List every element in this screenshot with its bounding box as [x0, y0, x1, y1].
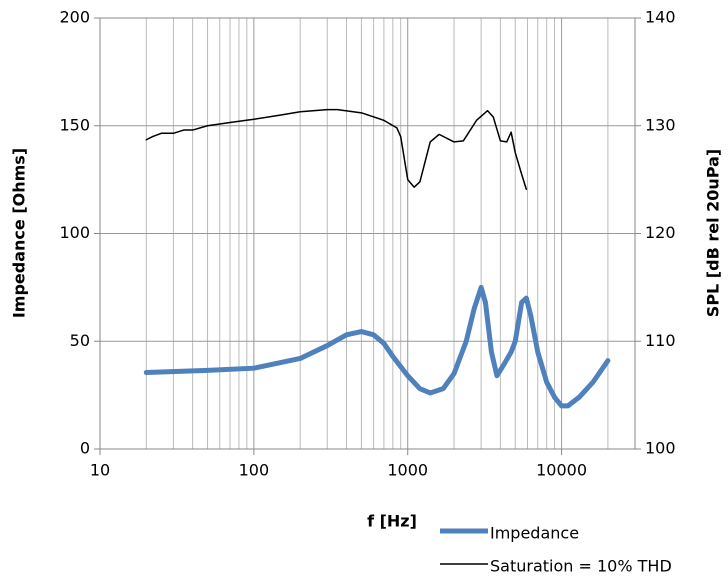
- series-line: [143, 284, 611, 409]
- y-tick-label: 150: [59, 115, 90, 134]
- legend-label: Saturation = 10% THD: [490, 557, 672, 576]
- y2-tick-label: 100: [645, 439, 676, 458]
- y-tick-label: 50: [70, 331, 90, 350]
- x-axis-label: f [Hz]: [367, 512, 417, 531]
- series-line: [145, 108, 528, 191]
- y2-tick-label: 130: [645, 115, 676, 134]
- y2-tick-label: 120: [645, 223, 676, 242]
- y2-tick-label: 110: [645, 331, 676, 350]
- y-tick-label: 0: [80, 439, 90, 458]
- x-tick-label: 100: [239, 461, 270, 480]
- legend-label: Impedance: [490, 524, 579, 543]
- x-tick-label: 10000: [536, 461, 587, 480]
- y-tick-label: 100: [59, 223, 90, 242]
- x-tick-label: 10: [90, 461, 110, 480]
- plot-frame: [99, 17, 636, 450]
- y-axis-label: Impedance [Ohms]: [10, 148, 29, 318]
- x-tick-label: 1000: [387, 461, 428, 480]
- y-tick-label: 200: [59, 8, 90, 27]
- y2-axis-label: SPL [dB rel 20uPa]: [704, 149, 723, 317]
- y2-tick-label: 140: [645, 8, 676, 27]
